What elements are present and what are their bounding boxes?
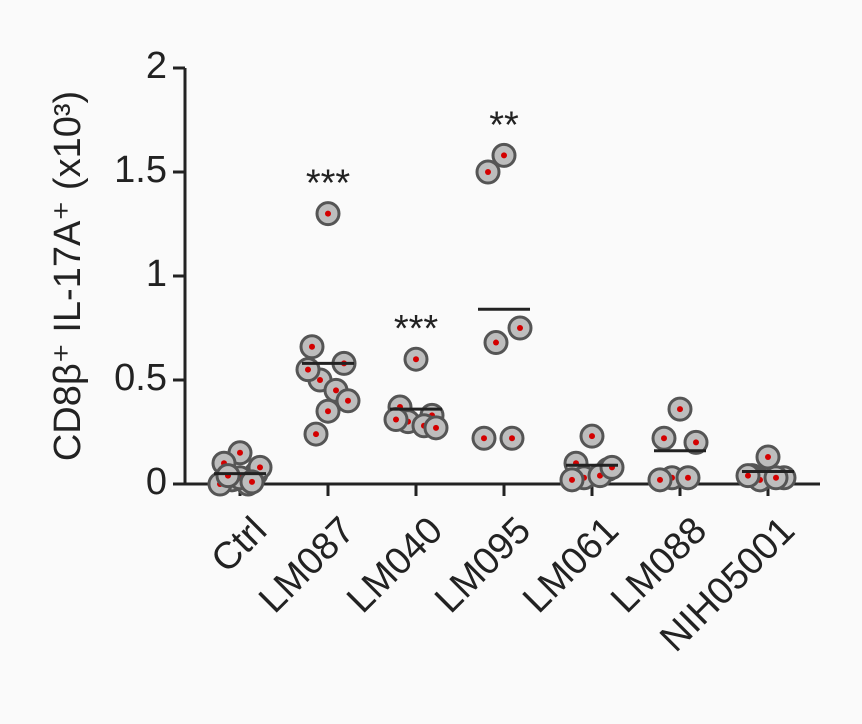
data-point-center — [317, 377, 323, 383]
data-point-center — [589, 433, 595, 440]
data-point-center — [333, 387, 339, 394]
y-tick-label: 1 — [146, 253, 167, 295]
data-point-center — [325, 408, 331, 415]
data-point-center — [257, 464, 263, 471]
data-point-center — [309, 343, 315, 350]
data-point-center — [773, 474, 779, 481]
y-tick-label: 2 — [146, 45, 167, 87]
data-point-center — [481, 435, 487, 442]
data-point-center — [485, 169, 491, 175]
data-point-center — [413, 356, 419, 363]
data-point-center — [517, 325, 523, 331]
data-point-center — [693, 439, 699, 446]
y-tick-label: 1.5 — [114, 149, 167, 191]
data-point-center — [433, 424, 439, 431]
y-axis-label: CD8β⁺ IL-17A⁺ (x10³) — [47, 91, 89, 461]
data-point-center — [677, 406, 683, 413]
x-tick-label: Ctrl — [204, 509, 275, 580]
x-tick-label: LM061 — [515, 509, 627, 621]
data-point-center — [745, 472, 751, 479]
data-point-center — [313, 431, 319, 438]
significance-label: *** — [394, 308, 439, 350]
y-tick-label: 0 — [146, 461, 167, 503]
data-point-center — [509, 435, 515, 442]
data-point-center — [685, 474, 691, 481]
data-point-center — [305, 366, 311, 373]
data-point-center — [325, 210, 331, 217]
data-point-center — [501, 152, 507, 159]
x-tick-label: LM095 — [427, 509, 539, 621]
data-point-center — [237, 449, 243, 456]
data-point-center — [393, 416, 399, 423]
data-point-center — [249, 478, 255, 485]
data-point-center — [493, 339, 499, 346]
data-point-center — [661, 435, 667, 442]
x-tick-label: LM087 — [251, 509, 363, 621]
data-point-center — [569, 476, 575, 483]
x-tick-label: LM040 — [339, 509, 451, 621]
significance-label: ** — [489, 104, 519, 146]
data-point-center — [765, 453, 771, 460]
significance-label: *** — [306, 163, 351, 205]
data-point-center — [345, 397, 351, 404]
y-tick-label: 0.5 — [114, 357, 167, 399]
data-point-center — [597, 472, 603, 479]
data-point-center — [657, 476, 663, 483]
